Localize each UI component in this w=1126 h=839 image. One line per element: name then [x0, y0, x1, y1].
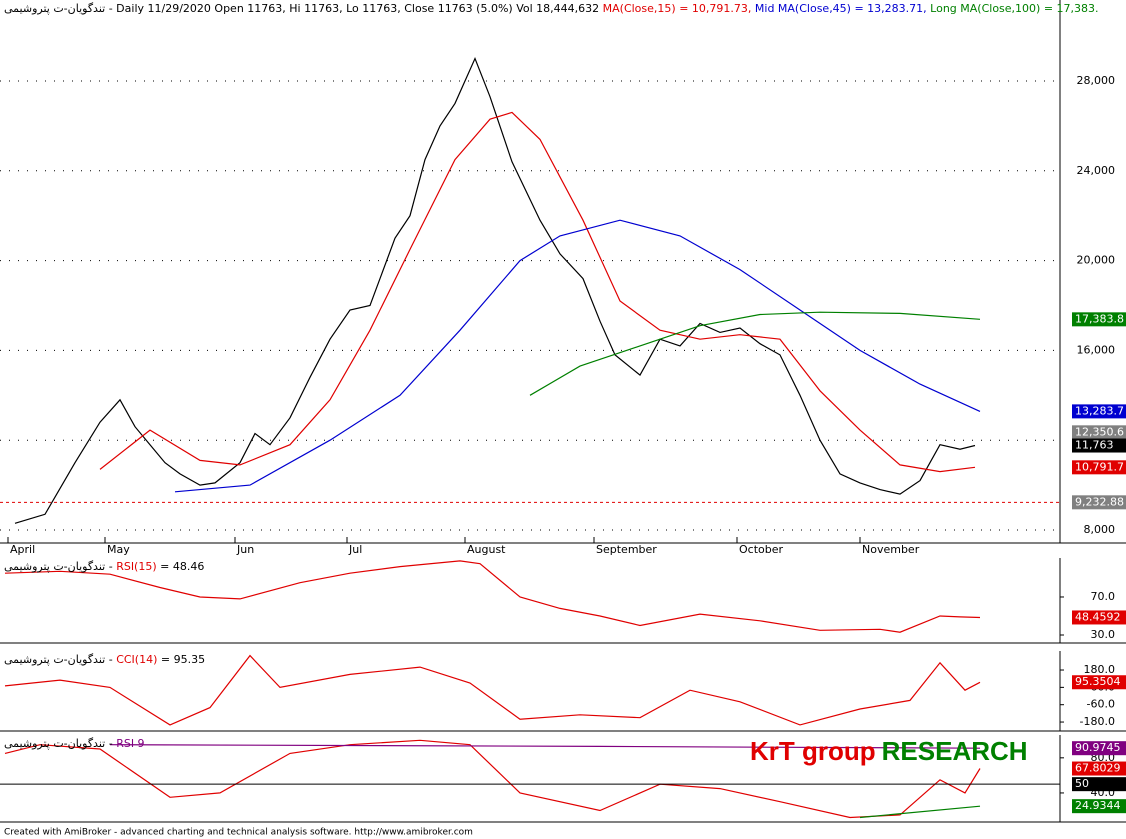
value-tag: [1072, 610, 1126, 625]
y-tick-label: 180.0: [1084, 663, 1116, 676]
value-tag-label: 9,232.88: [1075, 495, 1124, 508]
title-part: Mid MA(Close,45) = 13,283.71,: [755, 2, 930, 15]
value-tag-label: 95.3504: [1075, 675, 1121, 688]
value-tag: [1072, 460, 1126, 475]
title-part: = 48.46: [157, 560, 205, 573]
value-tag: [1072, 741, 1126, 756]
series-line: [14, 56, 976, 524]
title-part: تندگویان-ت پتروشیمی -: [4, 737, 116, 750]
panel-title: تندگویان-ت پتروشیمی - RSI(15) = 48.46: [4, 560, 204, 573]
value-tag: [1072, 675, 1126, 690]
x-tick-label: April: [10, 543, 35, 556]
y-tick-label: 28,000: [1077, 74, 1116, 87]
y-tick-label: 30.0: [1091, 628, 1116, 641]
title-part: RSI(15): [116, 560, 156, 573]
series-line: [4, 739, 981, 819]
watermark-b: RESEARCH: [882, 736, 1028, 766]
value-tag: [1072, 438, 1126, 453]
panel-title: تندگویان-ت پتروشیمی - Daily 11/29/2020 O…: [4, 2, 1099, 15]
series-line: [4, 654, 981, 726]
value-tag-label: 13,283.7: [1075, 404, 1124, 417]
value-tag-label: 17,383.8: [1075, 312, 1124, 325]
value-tag-label: 12,350.6: [1075, 425, 1124, 438]
value-tag-label: 11,763: [1075, 439, 1114, 452]
y-tick-label: 16,000: [1077, 343, 1116, 356]
value-tag: [1072, 777, 1126, 792]
x-tick-label: August: [467, 543, 506, 556]
series-line: [174, 219, 981, 493]
value-tag: [1072, 495, 1126, 510]
value-tag: [1072, 425, 1126, 440]
x-tick-label: November: [862, 543, 920, 556]
value-tag-label: 67.8029: [1075, 762, 1121, 775]
title-part: تندگویان-ت پتروشیمی -: [4, 653, 116, 666]
title-part: CCI(14): [116, 653, 157, 666]
value-tag-label: 90.9745: [1075, 741, 1121, 754]
series-line: [529, 311, 981, 396]
title-part: = 95.35: [157, 653, 205, 666]
x-tick-label: May: [107, 543, 130, 556]
y-tick-label: -180.0: [1080, 715, 1115, 728]
series-line: [859, 805, 981, 819]
y-tick-label: 70.0: [1091, 590, 1116, 603]
title-part: تندگویان-ت پتروشیمی -: [4, 560, 116, 573]
y-tick-label: 20,000: [1077, 254, 1116, 267]
value-tag-label: 50: [1075, 777, 1089, 790]
title-part: MA(Close,15) = 10,791.73,: [603, 2, 755, 15]
series-line: [109, 744, 981, 749]
value-tag-label: 10,791.7: [1075, 460, 1124, 473]
y-tick-label: 8,000: [1084, 523, 1116, 536]
y-tick-label: 24,000: [1077, 164, 1116, 177]
footer: Created with AmiBroker - advanced charti…: [4, 828, 473, 838]
y-tick-label: -60.0: [1087, 698, 1115, 711]
title-part: تندگویان-ت پتروشیمی - Daily 11/29/2020 O…: [4, 2, 603, 15]
value-tag: [1072, 761, 1126, 776]
series-line: [4, 560, 981, 633]
x-tick-label: September: [596, 543, 657, 556]
title-part: RSI 9: [116, 737, 144, 750]
watermark: KrT group RESEARCH: [750, 736, 1028, 766]
x-tick-label: Jun: [236, 543, 254, 556]
panel-title: تندگویان-ت پتروشیمی - CCI(14) = 95.35: [4, 653, 205, 666]
value-tag-label: 24.9344: [1075, 799, 1121, 812]
value-tag: [1072, 799, 1126, 814]
value-tag: [1072, 404, 1126, 419]
panel-title: تندگویان-ت پتروشیمی - RSI 9: [4, 737, 145, 750]
x-tick-label: October: [739, 543, 783, 556]
x-tick-label: Jul: [348, 543, 362, 556]
watermark-a: KrT group: [750, 736, 876, 766]
series-line: [99, 111, 976, 473]
title-part: Long MA(Close,100) = 17,383.: [930, 2, 1098, 15]
value-tag-label: 48.4592: [1075, 610, 1121, 623]
value-tag: [1072, 312, 1126, 327]
